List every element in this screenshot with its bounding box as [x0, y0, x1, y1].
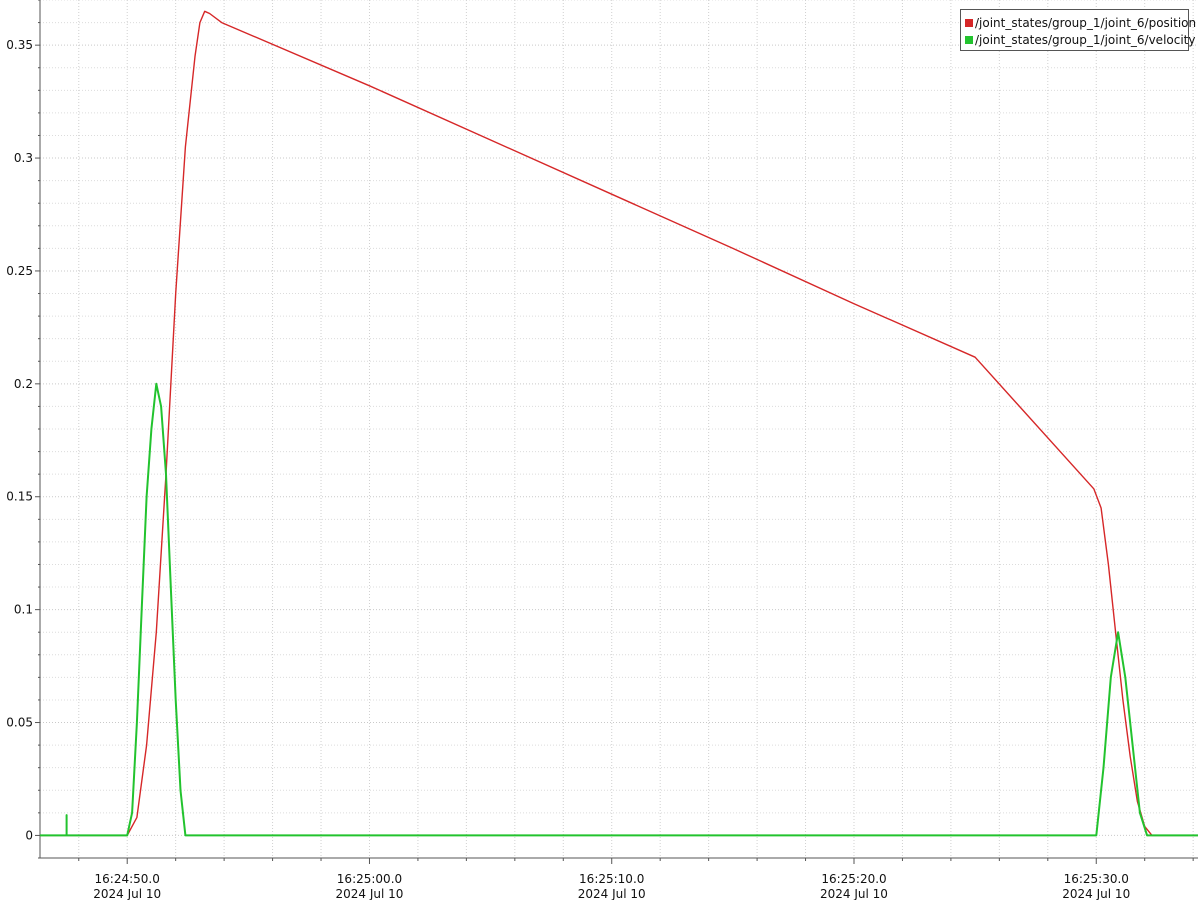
x-tick-label-date: 2024 Jul 10	[1062, 887, 1130, 900]
y-tick-label: 0.2	[14, 377, 33, 391]
series-line-position	[40, 10, 1198, 837]
series-line-velocity	[40, 382, 1198, 837]
x-tick-label-time: 16:25:20.0	[821, 872, 886, 886]
x-tick-label-time: 16:24:50.0	[95, 872, 160, 886]
y-tick-label: 0	[25, 828, 33, 842]
legend-label-position: /joint_states/group_1/joint_6/position	[975, 15, 1197, 30]
y-axis-ticks: 0 0.05 0.1 0.15 0.2 0.25 0.3 0.35	[6, 38, 33, 842]
x-tick-label-time: 16:25:30.0	[1064, 872, 1129, 886]
axes	[35, 0, 1198, 864]
legend-label-velocity: /joint_states/group_1/joint_6/velocity	[975, 32, 1196, 47]
legend: /joint_states/group_1/joint_6/position /…	[960, 9, 1196, 51]
x-tick-label-date: 2024 Jul 10	[820, 887, 888, 900]
legend-swatch-velocity	[965, 35, 973, 44]
y-tick-label: 0.3	[14, 151, 33, 165]
x-tick-label-date: 2024 Jul 10	[578, 887, 646, 900]
y-tick-label: 0.1	[14, 603, 33, 617]
grid-lines	[40, 0, 1198, 859]
legend-swatch-position	[965, 18, 973, 27]
x-tick-label-date: 2024 Jul 10	[336, 887, 404, 900]
x-tick-label-date: 2024 Jul 10	[93, 887, 161, 900]
series-lines	[40, 10, 1198, 837]
x-tick-label-time: 16:25:00.0	[337, 872, 402, 886]
y-tick-label: 0.05	[6, 716, 33, 730]
legend-entry-velocity: /joint_states/group_1/joint_6/velocity	[965, 31, 1195, 48]
y-tick-label: 0.25	[6, 264, 33, 278]
x-tick-label-time: 16:25:10.0	[579, 872, 644, 886]
legend-entry-position: /joint_states/group_1/joint_6/position	[965, 14, 1196, 31]
y-tick-label: 0.35	[6, 38, 33, 52]
y-tick-label: 0.15	[6, 490, 33, 504]
